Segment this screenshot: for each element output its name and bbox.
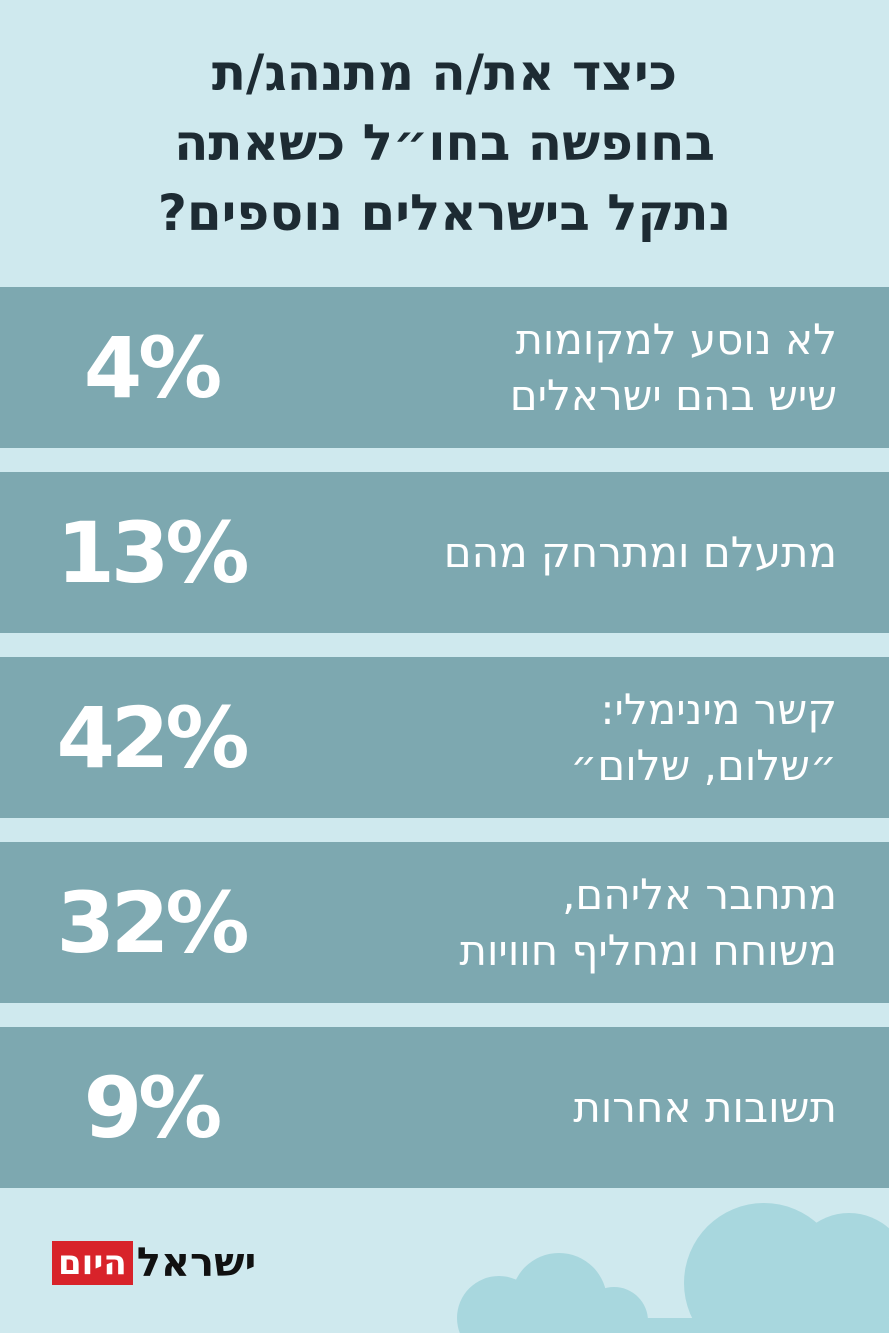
result-value: 4%	[83, 318, 223, 417]
result-value: 42%	[56, 688, 249, 787]
result-label-line: משוחח ומחליף חוויות	[459, 925, 837, 975]
results-list: 4% לא נוסע למקומות שיש בהם ישראלים 13% מ…	[0, 287, 889, 1188]
result-label-line: מתעלם ומתרחק מהם	[443, 527, 837, 577]
result-label-line: תשובות אחרות	[573, 1082, 837, 1132]
result-label-line: ״שלום, שלום״	[570, 740, 837, 790]
result-label: תשובות אחרות	[297, 1027, 837, 1188]
result-label: מתעלם ומתרחק מהם	[297, 472, 837, 633]
israel-hayom-logo: היום ישראל	[52, 1238, 256, 1288]
result-row: 4% לא נוסע למקומות שיש בהם ישראלים	[0, 287, 889, 448]
result-label: קשר מינימלי: ״שלום, שלום״	[297, 657, 837, 818]
result-label-line: שיש בהם ישראלים	[509, 370, 837, 420]
result-row: 9% תשובות אחרות	[0, 1027, 889, 1188]
logo-black-part: ישראל	[136, 1240, 257, 1286]
result-row: 42% קשר מינימלי: ״שלום, שלום״	[0, 657, 889, 818]
logo-red-part: היום	[52, 1241, 133, 1285]
result-value: 32%	[56, 873, 249, 972]
result-label-line: מתחבר אליהם,	[562, 869, 837, 919]
result-label: לא נוסע למקומות שיש בהם ישראלים	[297, 287, 837, 448]
result-value: 13%	[56, 503, 249, 602]
clouds-decoration	[457, 1203, 889, 1333]
chart-title: כיצד את/ה מתנהג/ת בחופשה בחו״ל כשאתה נתק…	[0, 38, 889, 248]
result-row: 32% מתחבר אליהם, משוחח ומחליף חוויות	[0, 842, 889, 1003]
result-label-line: קשר מינימלי:	[600, 684, 837, 734]
title-line-1: כיצד את/ה מתנהג/ת	[211, 44, 678, 102]
title-line-2: בחופשה בחו״ל כשאתה	[174, 114, 715, 172]
result-label: מתחבר אליהם, משוחח ומחליף חוויות	[297, 842, 837, 1003]
title-line-3: נתקל בישראלים נוספים?	[157, 184, 732, 242]
result-row: 13% מתעלם ומתרחק מהם	[0, 472, 889, 633]
result-label-line: לא נוסע למקומות	[515, 314, 837, 364]
result-value: 9%	[83, 1058, 223, 1157]
